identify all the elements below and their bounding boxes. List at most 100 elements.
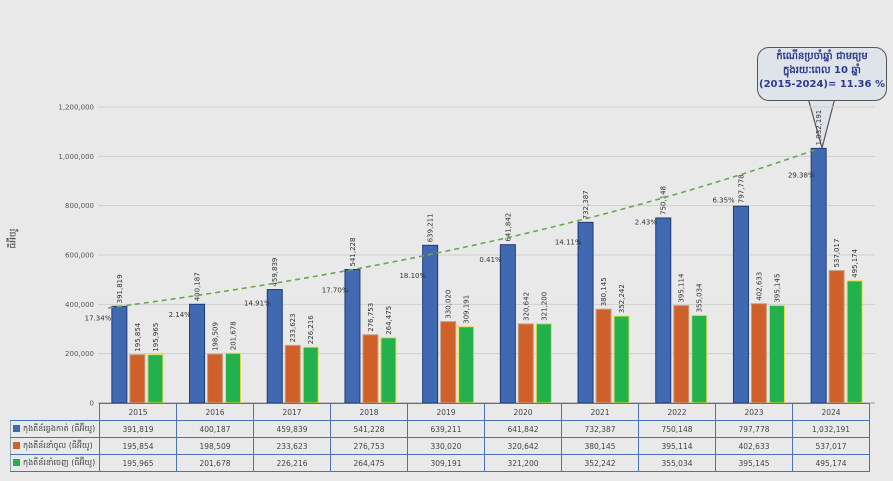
data-label: 201,678 — [230, 321, 238, 350]
bar-2019-series-3 — [458, 326, 475, 404]
bar-2015-series-2 — [129, 354, 146, 404]
data-label: 233,623 — [289, 313, 297, 342]
table-cell: 352,242 — [561, 454, 639, 472]
bar-2019-series-2 — [440, 321, 457, 404]
growth-rate-label: 18.10% — [399, 272, 426, 280]
data-label: 495,174 — [851, 248, 859, 277]
table-cell: 309,191 — [407, 454, 485, 472]
bar-2018-series-2 — [362, 334, 379, 404]
growth-rate-label: 14.11% — [555, 238, 582, 246]
table-cell: 264,475 — [330, 454, 408, 472]
table-cell: 233,623 — [253, 437, 331, 455]
bar-2020-series-2 — [517, 323, 534, 404]
year-header: 2022 — [638, 403, 716, 421]
bar-2021-series-2 — [595, 308, 612, 404]
year-header: 2016 — [176, 403, 254, 421]
data-label: 537,017 — [833, 239, 841, 268]
table-cell: 797,778 — [715, 420, 793, 438]
table-cell: 380,145 — [561, 437, 639, 455]
legend-entry: កុងតឺន័រឆ្លងកាត់ (ធីអ៊ីយូ) — [10, 420, 100, 438]
y-tick-label: 200,000 — [65, 350, 94, 358]
table-cell: 201,678 — [176, 454, 254, 472]
table-cell: 537,017 — [792, 437, 870, 455]
table-cell: 732,387 — [561, 420, 639, 438]
bar-2019-series-1 — [422, 244, 439, 404]
data-label: 639,211 — [427, 213, 435, 242]
bar-2021-series-1 — [577, 221, 594, 404]
bar-2023-series-2 — [750, 303, 767, 404]
year-header: 2019 — [407, 403, 485, 421]
table-cell: 226,216 — [253, 454, 331, 472]
data-label: 541,228 — [349, 238, 357, 267]
table-cell: 195,854 — [99, 437, 177, 455]
data-label: 321,200 — [540, 292, 548, 321]
y-axis-label: ធីអ៊ីយូ — [8, 228, 19, 249]
growth-rate-label: 2.14% — [169, 311, 192, 319]
growth-rate-label: 6.35% — [712, 196, 735, 204]
legend-label: កុងតឺន័រនាំចូល (ធីអ៊ីយូ) — [23, 441, 93, 450]
legend-label: កុងតឺន័រនាំចេញ (ធីអ៊ីយូ) — [23, 458, 96, 467]
y-tick-label: 1,000,000 — [58, 153, 94, 161]
growth-rate-label: 2.43% — [635, 218, 658, 226]
y-tick-label: 800,000 — [65, 202, 94, 210]
year-header: 2017 — [253, 403, 331, 421]
table-cell: 641,842 — [484, 420, 562, 438]
y-tick-label: 600,000 — [65, 252, 94, 260]
bar-2015-series-3 — [147, 354, 164, 404]
data-label: 400,187 — [194, 272, 202, 301]
callout-line-1: កំណើនប្រចាំឆ្នាំ ជាមធ្យម — [776, 51, 868, 62]
table-cell: 400,187 — [176, 420, 254, 438]
bar-2023-series-1 — [732, 205, 749, 404]
data-label: 732,387 — [582, 190, 590, 219]
data-label: 395,145 — [773, 274, 781, 303]
bar-2016-series-3 — [225, 352, 242, 404]
bar-2021-series-3 — [613, 315, 630, 404]
data-label: 330,020 — [445, 290, 453, 319]
table-cell: 402,633 — [715, 437, 793, 455]
data-label: 459,839 — [271, 258, 279, 287]
growth-rate-label: 17.70% — [322, 287, 349, 295]
table-cell: 355,034 — [638, 454, 716, 472]
legend-entry: កុងតឺន័រនាំចូល (ធីអ៊ីយូ) — [10, 437, 100, 455]
data-label: 391,819 — [116, 274, 124, 303]
year-header: 2023 — [715, 403, 793, 421]
table-row: កុងតឺន័រនាំចេញ (ធីអ៊ីយូ) 195,965 201,678 22… — [10, 454, 870, 472]
table-cell: 330,020 — [407, 437, 485, 455]
bar-2022-series-1 — [655, 217, 672, 404]
data-table: 2015 2016 2017 2018 2019 2020 2021 2022 2023 2024… — [10, 403, 870, 472]
year-header: 2024 — [792, 403, 870, 421]
table-cell: 750,148 — [638, 420, 716, 438]
table-cell: 276,753 — [330, 437, 408, 455]
data-label: 395,114 — [678, 273, 686, 302]
bar-2022-series-2 — [673, 305, 690, 404]
table-cell: 1,032,191 — [792, 420, 870, 438]
bar-2017-series-2 — [284, 344, 301, 404]
legend-swatch — [13, 425, 20, 432]
data-label: 1,032,191 — [815, 110, 823, 146]
growth-rate-label: 0.41% — [479, 256, 502, 264]
data-label: 195,854 — [134, 322, 142, 351]
callout-line-2: ក្នុងរយៈពេល 10 ឆ្នាំ — [783, 65, 861, 76]
table-cell: 395,145 — [715, 454, 793, 472]
table-cell: 320,642 — [484, 437, 562, 455]
legend-swatch — [13, 442, 20, 449]
y-tick-label: 1,200,000 — [58, 104, 94, 112]
bar-2024-series-2 — [828, 270, 845, 404]
table-cell: 639,211 — [407, 420, 485, 438]
bar-2024-series-3 — [846, 280, 863, 404]
bar-2020-series-3 — [535, 323, 552, 404]
bar-2024-series-1 — [810, 147, 827, 404]
year-header: 2020 — [484, 403, 562, 421]
bar-2016-series-2 — [207, 353, 224, 404]
bar-2017-series-3 — [302, 346, 319, 404]
table-cell: 391,819 — [99, 420, 177, 438]
data-label: 198,509 — [212, 322, 220, 351]
bar-2022-series-3 — [691, 314, 708, 404]
data-label: 320,642 — [522, 292, 530, 321]
table-row: កុងតឺន័រនាំចូល (ធីអ៊ីយូ) 195,854 198,509 23… — [10, 437, 870, 455]
legend-label: កុងតឺន័រឆ្លងកាត់ (ធីអ៊ីយូ) — [23, 424, 96, 433]
bar-2018-series-3 — [380, 337, 397, 404]
growth-rate-label: 29.38% — [788, 172, 815, 180]
